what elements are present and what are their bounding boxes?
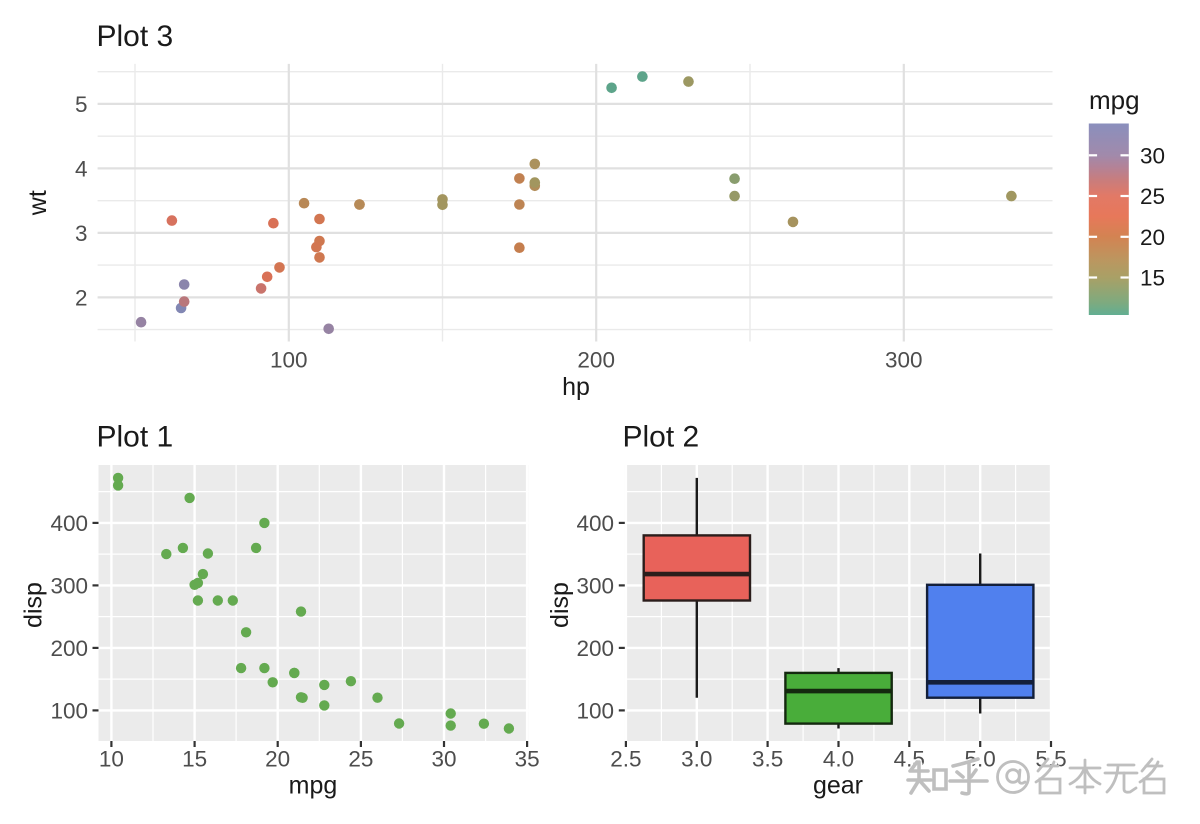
svg-text:disp: disp (20, 582, 48, 628)
svg-text:200: 200 (577, 348, 615, 373)
svg-text:gear: gear (813, 772, 863, 800)
svg-text:2.5: 2.5 (610, 747, 641, 772)
svg-text:25: 25 (1140, 184, 1165, 209)
svg-text:Plot 1: Plot 1 (97, 421, 174, 454)
svg-text:3.0: 3.0 (681, 747, 712, 772)
svg-text:200: 200 (50, 636, 88, 661)
svg-text:20: 20 (265, 747, 290, 772)
svg-text:hp: hp (562, 373, 590, 401)
svg-text:300: 300 (885, 348, 923, 373)
svg-text:Plot 3: Plot 3 (97, 20, 174, 53)
svg-text:100: 100 (576, 698, 614, 723)
svg-text:disp: disp (546, 582, 574, 628)
svg-text:400: 400 (576, 511, 614, 536)
svg-text:4: 4 (75, 156, 88, 181)
svg-text:5: 5 (75, 92, 88, 117)
svg-text:300: 300 (576, 573, 614, 598)
svg-text:25: 25 (348, 747, 373, 772)
svg-text:100: 100 (270, 348, 308, 373)
svg-text:30: 30 (431, 747, 456, 772)
svg-text:mpg: mpg (1089, 85, 1140, 115)
svg-text:Plot 2: Plot 2 (623, 421, 700, 454)
svg-text:3.5: 3.5 (752, 747, 783, 772)
svg-text:30: 30 (1140, 143, 1165, 168)
svg-text:15: 15 (1140, 266, 1165, 291)
svg-text:400: 400 (50, 511, 88, 536)
svg-text:100: 100 (50, 698, 88, 723)
svg-text:35: 35 (515, 747, 540, 772)
svg-text:mpg: mpg (289, 772, 338, 800)
svg-text:4.0: 4.0 (823, 747, 854, 772)
svg-text:15: 15 (182, 747, 207, 772)
svg-text:300: 300 (50, 573, 88, 598)
svg-text:wt: wt (24, 190, 52, 216)
svg-text:2: 2 (75, 285, 88, 310)
svg-text:3: 3 (75, 221, 88, 246)
svg-text:200: 200 (576, 636, 614, 661)
svg-text:10: 10 (99, 747, 124, 772)
svg-text:20: 20 (1140, 225, 1165, 250)
